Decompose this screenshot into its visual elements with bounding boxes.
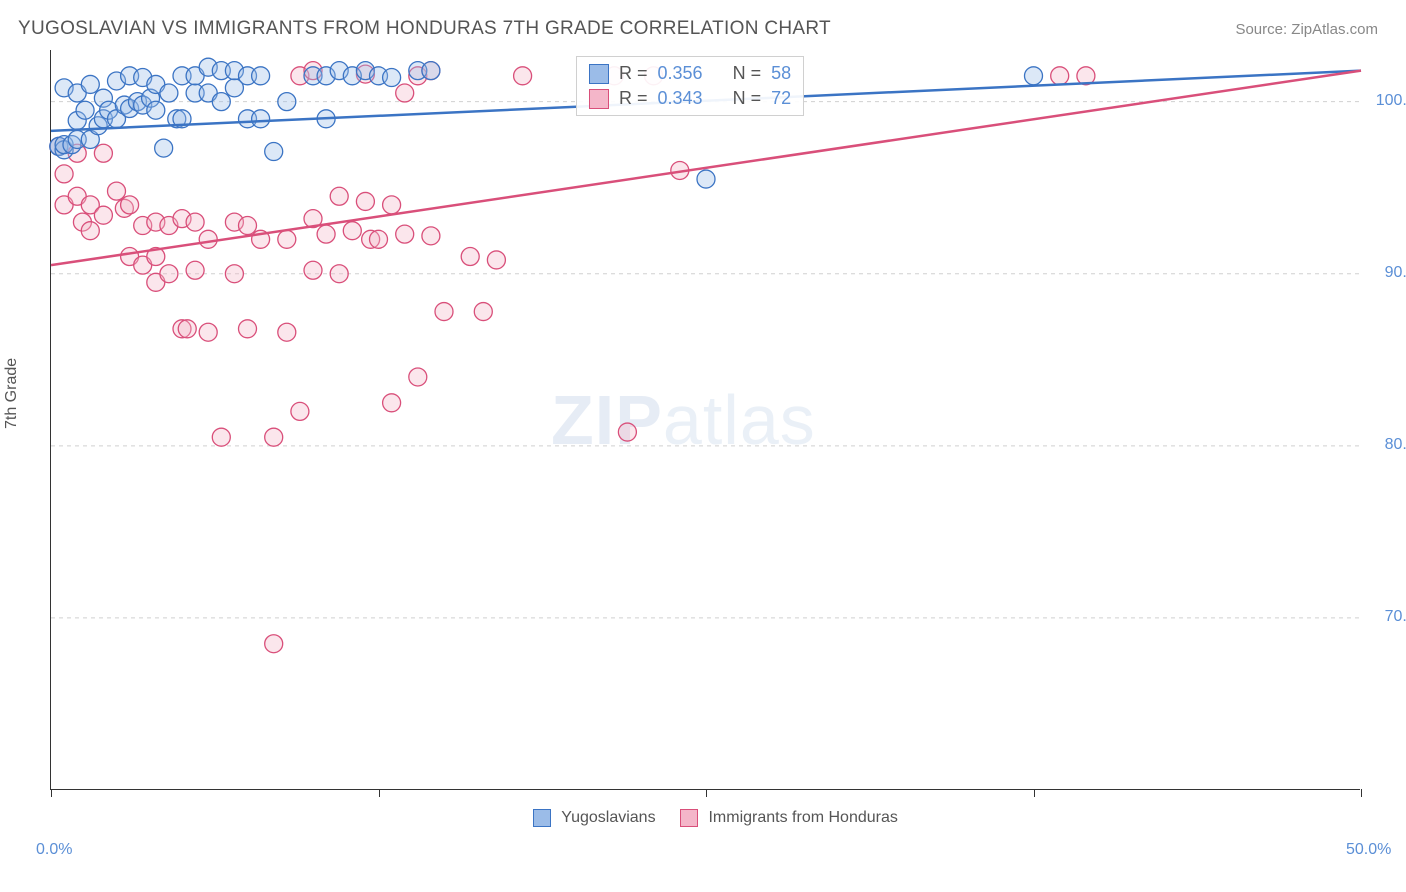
scatter-point: [239, 320, 257, 338]
legend-bottom: Yugoslavians Immigrants from Honduras: [51, 809, 1360, 827]
legend-swatch-icon: [680, 809, 698, 827]
r-label: R =: [619, 88, 648, 109]
scatter-point: [147, 101, 165, 119]
y-tick-label: 80.0%: [1370, 436, 1406, 454]
n-value: 58: [771, 63, 791, 84]
scatter-point: [383, 196, 401, 214]
scatter-point: [265, 143, 283, 161]
scatter-point: [94, 206, 112, 224]
scatter-point: [94, 144, 112, 162]
scatter-point: [383, 69, 401, 87]
stats-row-yugoslavians: R = 0.356 N = 58: [585, 61, 795, 86]
legend-label: Immigrants from Honduras: [708, 809, 897, 826]
scatter-point: [108, 182, 126, 200]
scatter-point: [396, 84, 414, 102]
scatter-point: [487, 251, 505, 269]
scatter-point: [76, 101, 94, 119]
scatter-point: [186, 213, 204, 231]
header-bar: YUGOSLAVIAN VS IMMIGRANTS FROM HONDURAS …: [0, 0, 1406, 50]
scatter-point: [343, 222, 361, 240]
scatter-point: [370, 230, 388, 248]
scatter-point: [1051, 67, 1069, 85]
scatter-point: [178, 320, 196, 338]
scatter-point: [356, 192, 374, 210]
scatter-point: [252, 67, 270, 85]
scatter-point: [474, 303, 492, 321]
scatter-point: [618, 423, 636, 441]
scatter-point: [304, 261, 322, 279]
y-axis-label: 7th Grade: [3, 358, 21, 429]
scatter-point: [212, 93, 230, 111]
scatter-point: [278, 323, 296, 341]
scatter-point: [81, 75, 99, 93]
scatter-point: [278, 93, 296, 111]
scatter-point: [435, 303, 453, 321]
scatter-point: [514, 67, 532, 85]
scatter-point: [317, 225, 335, 243]
scatter-point: [252, 110, 270, 128]
scatter-svg: [51, 50, 1360, 789]
scatter-point: [265, 635, 283, 653]
stats-swatch-icon: [589, 89, 609, 109]
scatter-point: [396, 225, 414, 243]
r-value: 0.356: [658, 63, 703, 84]
chart-title: YUGOSLAVIAN VS IMMIGRANTS FROM HONDURAS …: [18, 18, 831, 40]
scatter-point: [278, 230, 296, 248]
scatter-point: [160, 84, 178, 102]
scatter-point: [330, 187, 348, 205]
scatter-point: [199, 230, 217, 248]
y-tick-label: 100.0%: [1370, 92, 1406, 110]
r-label: R =: [619, 63, 648, 84]
scatter-point: [160, 265, 178, 283]
scatter-point: [121, 196, 139, 214]
source-label: Source: ZipAtlas.com: [1235, 21, 1378, 38]
scatter-point: [461, 248, 479, 266]
scatter-point: [330, 265, 348, 283]
x-tick-label: 50.0%: [1346, 841, 1391, 859]
y-tick-label: 70.0%: [1370, 608, 1406, 626]
scatter-point: [697, 170, 715, 188]
legend-label: Yugoslavians: [561, 809, 655, 826]
scatter-point: [155, 139, 173, 157]
x-tick-label: 0.0%: [36, 841, 72, 859]
scatter-point: [422, 62, 440, 80]
correlation-stats-box: R = 0.356 N = 58 R = 0.343 N = 72: [576, 56, 804, 116]
stats-swatch-icon: [589, 64, 609, 84]
scatter-point: [225, 265, 243, 283]
scatter-point: [199, 323, 217, 341]
n-label: N =: [733, 63, 762, 84]
scatter-point: [265, 428, 283, 446]
scatter-point: [422, 227, 440, 245]
scatter-point: [212, 428, 230, 446]
scatter-point: [55, 165, 73, 183]
scatter-point: [383, 394, 401, 412]
scatter-point: [81, 222, 99, 240]
r-value: 0.343: [658, 88, 703, 109]
scatter-point: [291, 402, 309, 420]
legend-swatch-icon: [533, 809, 551, 827]
scatter-point: [239, 217, 257, 235]
scatter-point: [186, 261, 204, 279]
n-value: 72: [771, 88, 791, 109]
chart-plot-area: ZIPatlas R = 0.356 N = 58 R = 0.343 N = …: [50, 50, 1360, 790]
scatter-point: [409, 368, 427, 386]
stats-row-honduras: R = 0.343 N = 72: [585, 86, 795, 111]
n-label: N =: [733, 88, 762, 109]
scatter-point: [1025, 67, 1043, 85]
y-tick-label: 90.0%: [1370, 264, 1406, 282]
